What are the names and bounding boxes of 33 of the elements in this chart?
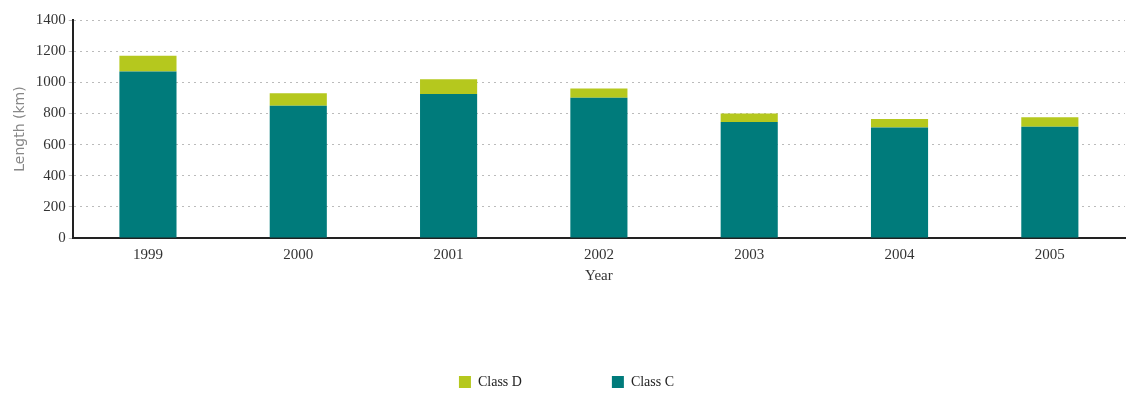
y-tick-label: 0 — [58, 228, 66, 245]
bar — [269, 105, 327, 238]
bar — [720, 121, 778, 238]
x-tick-label: 2005 — [1034, 245, 1065, 262]
x-tick-label: 2000 — [283, 245, 314, 262]
x-axis-title: Year — [585, 266, 613, 283]
bar — [570, 97, 628, 238]
legend-label: Class C — [630, 373, 675, 389]
y-tick-label: 1400 — [35, 10, 66, 27]
bar — [720, 113, 778, 122]
y-tick-label: 1200 — [35, 42, 66, 59]
y-tick-label: 400 — [43, 166, 66, 183]
x-tick-label: 1999 — [132, 245, 163, 262]
y-tick-label: 800 — [43, 104, 66, 121]
bar — [269, 93, 327, 106]
bar — [1021, 126, 1079, 238]
bar — [119, 71, 177, 238]
bar — [870, 118, 929, 128]
bar — [420, 93, 478, 238]
bar — [119, 55, 177, 72]
legend-label: Class D — [477, 373, 522, 389]
bar — [1021, 117, 1079, 127]
bar — [570, 88, 628, 98]
y-tick-label: 1000 — [35, 73, 66, 90]
bar — [420, 79, 478, 94]
x-tick-label: 2003 — [734, 245, 765, 262]
x-tick-label: 2002 — [583, 245, 614, 262]
y-tick-label: 600 — [43, 135, 66, 152]
y-axis-title: Length (km) — [11, 86, 28, 172]
x-tick-label: 2004 — [884, 245, 916, 262]
x-tick-label: 2001 — [433, 245, 464, 262]
y-tick-label: 200 — [43, 197, 66, 214]
bar — [870, 127, 929, 238]
